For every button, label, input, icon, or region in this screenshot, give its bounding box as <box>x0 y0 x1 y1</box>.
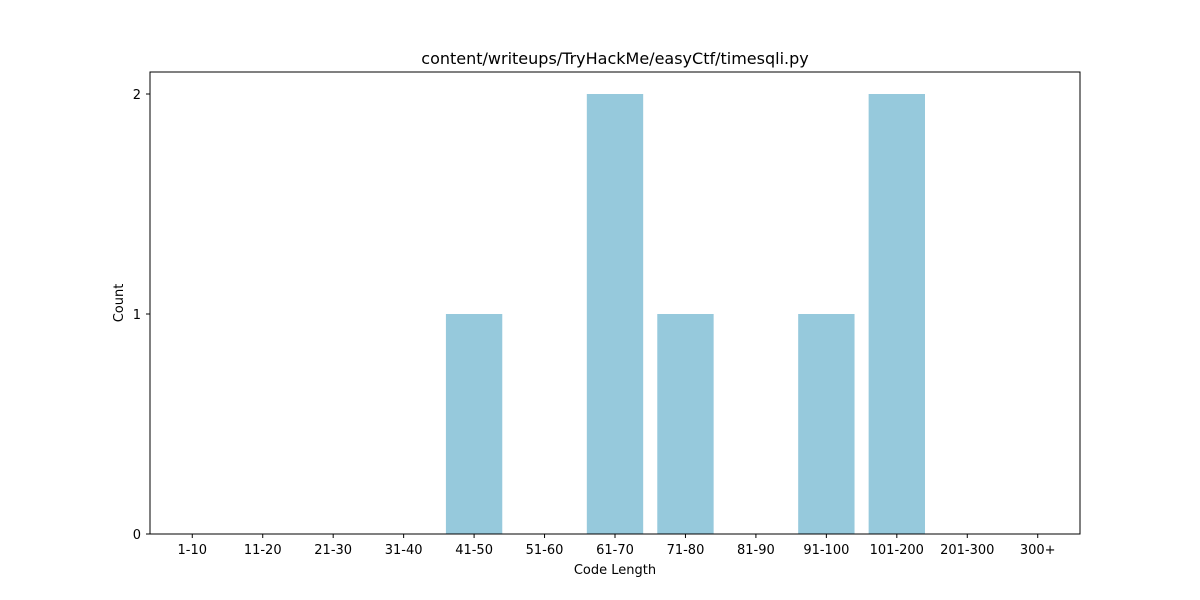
x-tick-label: 101-200 <box>870 543 924 558</box>
bar-41-50 <box>445 314 503 534</box>
x-tick-label: 21-30 <box>314 543 352 558</box>
y-axis-ticks: 0 1 2 <box>133 88 150 543</box>
x-tick-label: 41-50 <box>455 543 493 558</box>
y-tick-label: 0 <box>133 528 141 543</box>
x-tick-label: 71-80 <box>667 543 705 558</box>
bar-71-80 <box>657 314 714 534</box>
x-axis-label: Code Length <box>574 563 656 578</box>
x-tick-label: 11-20 <box>244 543 282 558</box>
x-tick-label: 31-40 <box>385 543 423 558</box>
x-tick-label: 1-10 <box>178 543 208 558</box>
chart-title: content/writeups/TryHackMe/easyCtf/times… <box>421 49 808 68</box>
y-axis-label: Count <box>112 284 127 323</box>
y-tick-label: 2 <box>133 88 141 103</box>
x-tick-label: 201-300 <box>940 543 994 558</box>
x-axis-ticks: 1-10 11-20 21-30 31-40 41-50 51-60 61-70 71-80 8… <box>178 534 1056 558</box>
x-tick-label: 61-70 <box>596 543 634 558</box>
bar-91-100 <box>798 314 855 534</box>
bars <box>445 94 925 534</box>
x-tick-label: 81-90 <box>737 543 775 558</box>
x-tick-label: 91-100 <box>803 543 849 558</box>
y-tick-label: 1 <box>133 308 141 323</box>
x-tick-label: 51-60 <box>526 543 564 558</box>
x-tick-label: 300+ <box>1020 543 1056 558</box>
bar-61-70 <box>586 94 644 534</box>
bar-101-200 <box>868 94 925 534</box>
